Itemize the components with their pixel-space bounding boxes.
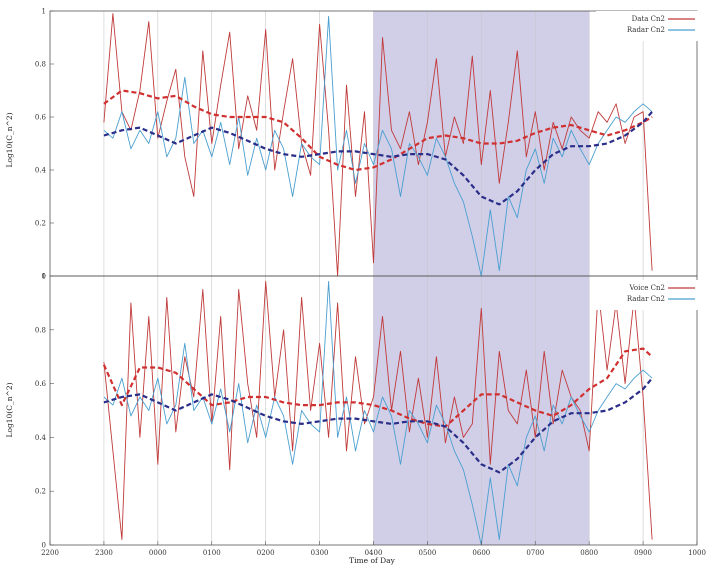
trend-red-line-top bbox=[103, 89, 653, 172]
x-tick-label: 0300 bbox=[311, 549, 329, 557]
legend-top: Data Cn2 Radar Cn2 bbox=[596, 11, 698, 41]
series-layer bbox=[102, 13, 653, 546]
grid-layer bbox=[103, 11, 644, 545]
y-axis-label-bottom: Log10(C_n^2) bbox=[5, 382, 14, 437]
x-tick-label: 0500 bbox=[419, 549, 437, 557]
x-tick-label: 0600 bbox=[472, 549, 490, 557]
x-axis-label: Time of Day bbox=[349, 556, 395, 565]
y-tick-label-bottom: 0.8 bbox=[35, 326, 46, 334]
legend-bottom-entry-2: Radar Cn2 bbox=[627, 295, 665, 303]
y-tick-label-top: 1 bbox=[42, 8, 46, 16]
x-tick-label: 0100 bbox=[203, 549, 221, 557]
x-tick-label: 1000 bbox=[688, 549, 706, 557]
x-tick-label: 0200 bbox=[257, 549, 275, 557]
trend-blue-line-bottom bbox=[103, 377, 653, 474]
legend-bottom-box bbox=[596, 280, 698, 310]
legend-top-entry-1: Data Cn2 bbox=[632, 15, 665, 23]
x-tick-label: 0000 bbox=[149, 549, 167, 557]
x-tick-label: 0700 bbox=[526, 549, 544, 557]
y-tick-label-bottom: 0.2 bbox=[35, 488, 46, 496]
x-tick-label: 0800 bbox=[580, 549, 598, 557]
y-tick-label-top: 0.8 bbox=[35, 61, 46, 69]
y-tick-label-top: 0.2 bbox=[35, 220, 46, 228]
y-tick-label-bottom: 0.4 bbox=[35, 434, 47, 442]
y-axis-label-top: Log10(C_n^2) bbox=[5, 112, 14, 167]
legend-bottom: Voice Cn2 Radar Cn2 bbox=[596, 280, 698, 310]
trend-blue-line-top bbox=[103, 110, 653, 206]
legend-top-entry-2: Radar Cn2 bbox=[627, 26, 665, 34]
y-tick-label-top: 0.4 bbox=[35, 167, 47, 175]
y-tick-label-bottom: 0.6 bbox=[35, 380, 47, 388]
y-tick-label-top: 0.6 bbox=[35, 114, 47, 122]
y-tick-label-bottom: 0 bbox=[42, 542, 46, 550]
legend-bottom-entry-1: Voice Cn2 bbox=[629, 284, 665, 292]
series-data-line-bottom bbox=[103, 280, 653, 541]
trend-red-line-bottom bbox=[102, 347, 653, 428]
series-data-line-top bbox=[103, 13, 653, 277]
y-tick-label-top: 0 bbox=[42, 273, 46, 281]
legend-top-box bbox=[596, 11, 698, 41]
x-tick-label: 2200 bbox=[41, 549, 59, 557]
x-tick-label: 2300 bbox=[95, 549, 113, 557]
series-radar-line-bottom bbox=[103, 280, 653, 546]
y-tick-label-bottom: 1 bbox=[42, 273, 46, 281]
x-tick-label: 0900 bbox=[634, 549, 652, 557]
x-tick-label: 0400 bbox=[365, 549, 383, 557]
series-radar-line-top bbox=[103, 15, 653, 277]
